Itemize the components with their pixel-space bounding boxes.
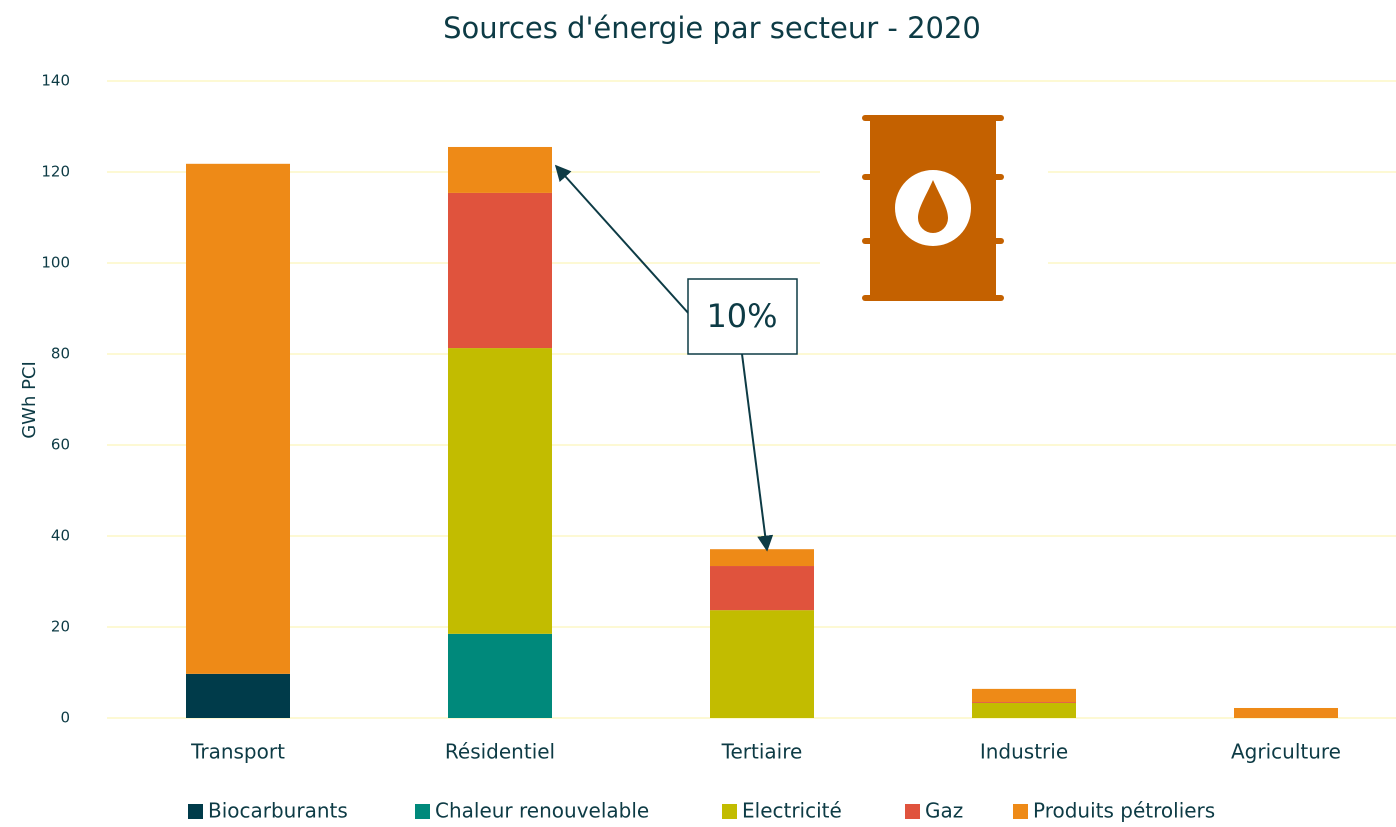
y-tick-label: 80: [51, 345, 70, 363]
legend-label: Electricité: [742, 799, 842, 823]
x-tick-label: Résidentiel: [445, 740, 555, 764]
chart-title: Sources d'énergie par secteur - 2020: [443, 11, 981, 45]
bar-segment: [972, 688, 1076, 703]
bar-segment: [448, 146, 552, 193]
legend-swatch: [905, 804, 920, 819]
y-tick-label: 60: [51, 436, 70, 454]
annotation-box: [687, 278, 798, 355]
x-tick-label: Transport: [190, 740, 285, 764]
legend-swatch: [722, 804, 737, 819]
legend-label: Produits pétroliers: [1033, 799, 1215, 823]
y-tick-label: 140: [41, 72, 70, 90]
bar-segment: [710, 610, 814, 718]
bar-segment: [448, 192, 552, 349]
bar-segment: [972, 702, 1076, 718]
x-tick-label: Tertiaire: [721, 740, 803, 764]
x-tick-label: Agriculture: [1231, 740, 1341, 764]
y-axis-label: GWh PCI: [19, 361, 40, 439]
legend-label: Biocarburants: [208, 799, 348, 823]
annotation-arrow: [554, 164, 691, 316]
y-tick-label: 40: [51, 527, 70, 545]
y-tick-label: 20: [51, 618, 70, 636]
x-tick-label: Industrie: [980, 740, 1068, 764]
annotation-arrow: [741, 353, 774, 552]
bar-segment: [448, 633, 552, 718]
barrel-icon: [862, 115, 1004, 301]
legend-label: Gaz: [925, 799, 963, 823]
y-tick-label: 0: [60, 709, 70, 727]
legend-label: Chaleur renouvelable: [435, 799, 649, 823]
annotation: 10%: [706, 297, 777, 335]
legend-swatch: [1013, 804, 1028, 819]
bar-segment: [186, 673, 290, 718]
bar-segment: [710, 566, 814, 611]
bar-segment: [972, 702, 1076, 703]
y-tick-label: 120: [41, 163, 70, 181]
bar-segment: [186, 163, 290, 674]
bar-segment: [448, 348, 552, 634]
legend-swatch: [188, 804, 203, 819]
legend-swatch: [415, 804, 430, 819]
y-tick-label: 100: [41, 254, 70, 272]
bar-segment: [710, 549, 814, 567]
bar-segment: [1234, 707, 1338, 718]
